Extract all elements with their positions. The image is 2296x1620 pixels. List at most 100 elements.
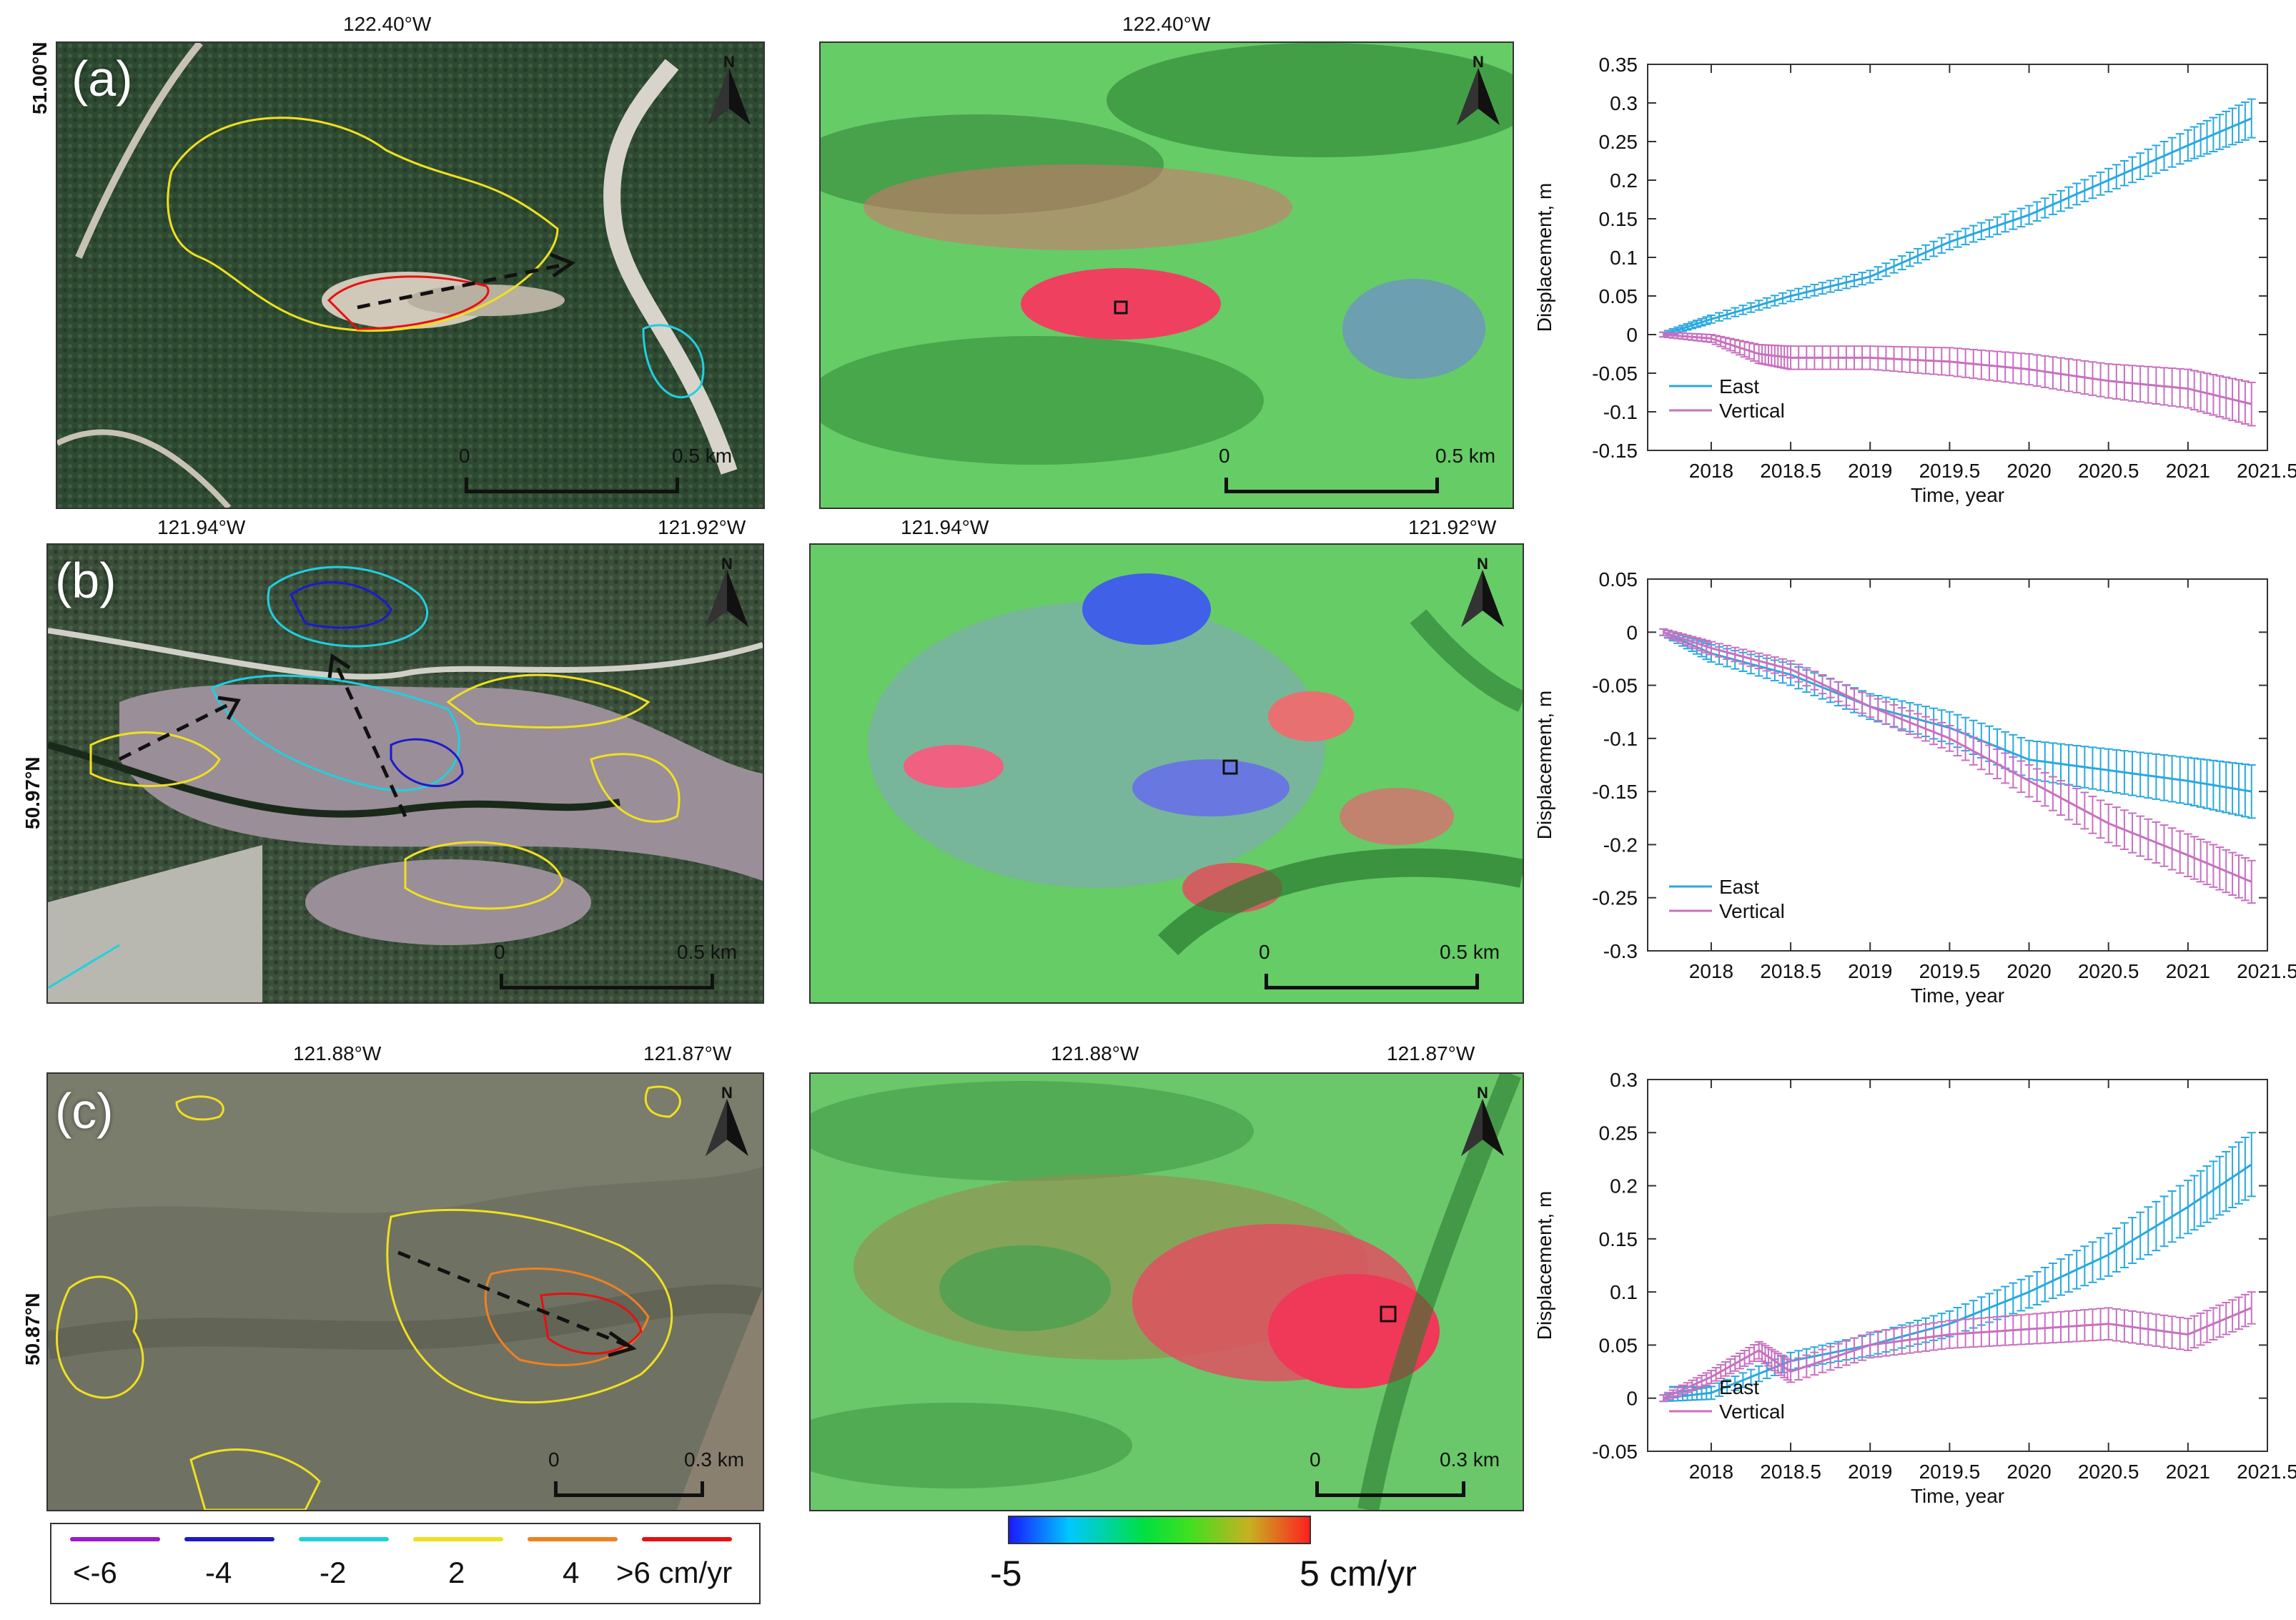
x-tick-label: 2018 [1689, 460, 1733, 482]
y-tick-label: -0.05 [1592, 362, 1638, 385]
contour-legend: <-6 -4 -2 2 4 >6 cm/yr [50, 1523, 761, 1604]
x-axis-label: Time, year [1911, 984, 2004, 1007]
x-tick-label: 2020 [2006, 1461, 2051, 1483]
row-c-optical-side-coord: 50.87°N [21, 1293, 44, 1366]
legend-line-3 [413, 1537, 503, 1541]
optical-imagery-b [48, 545, 763, 1002]
y-tick-label: -0.1 [1603, 401, 1638, 423]
legend-label-east: East [1719, 1376, 1759, 1398]
velocity-map-b [811, 545, 1523, 1002]
map-panel-c-optical: (c) N 0 0.3 km [46, 1072, 764, 1511]
north-arrow-icon: N [701, 53, 758, 129]
scale-dist-a-optical: 0.5 km [672, 445, 733, 467]
x-tick-label: 2019.5 [1919, 960, 1981, 982]
timeseries-chart-c: -0.05 0 0.05 0.1 0.15 0.2 0.25 0.3 2018 2018.5 201… [1533, 1069, 2296, 1507]
north-label: N [1473, 53, 1484, 71]
x-tick-label: 2020.5 [2078, 960, 2139, 982]
scale-dist-b-optical: 0.5 km [677, 941, 738, 963]
north-arrow-icon: N [1454, 1084, 1511, 1160]
x-tick-label: 2019 [1848, 460, 1892, 482]
legend-label-2: -2 [320, 1556, 347, 1589]
row-b-optical-top-coord-2: 121.92°W [658, 516, 746, 538]
y-tick-label: 0 [1626, 621, 1638, 643]
series-line-east [1663, 117, 2252, 336]
y-tick-label: 0.35 [1599, 54, 1638, 76]
scale-zero-b-velocity: 0 [1259, 941, 1270, 963]
x-tick-label: 2020.5 [2078, 460, 2139, 482]
legend-label-vertical: Vertical [1719, 1401, 1785, 1423]
north-label: N [721, 555, 733, 573]
north-label: N [1477, 1084, 1488, 1102]
legend-label-vertical: Vertical [1719, 900, 1785, 922]
x-tick-label: 2020.5 [2078, 1461, 2139, 1483]
series-line-vertical [1663, 1307, 2252, 1400]
y-tick-label: 0.3 [1610, 92, 1638, 114]
row-c-optical-top-coord-1: 121.88°W [293, 1042, 382, 1065]
y-tick-label: 0.05 [1599, 568, 1638, 591]
scale-zero-a-velocity: 0 [1219, 445, 1230, 467]
scale-zero-a-optical: 0 [459, 445, 470, 467]
timeseries-chart-a: -0.15 -0.1 -0.05 0 0.05 0.1 0.15 0.2 0.25 0.3 0.35… [1533, 54, 2296, 506]
row-b-velocity-top-coord-2: 121.92°W [1408, 516, 1497, 538]
y-tick-label: 0.05 [1599, 1334, 1638, 1356]
north-arrow-icon: N [698, 1084, 756, 1160]
x-tick-label: 2020 [2006, 460, 2051, 482]
north-label: N [723, 53, 735, 71]
colorbar-min-label: -5 [990, 1554, 1022, 1594]
legend-label-vertical: Vertical [1719, 400, 1785, 422]
scale-dist-c-optical: 0.3 km [684, 1448, 745, 1471]
y-tick-label: 0.3 [1610, 1069, 1638, 1091]
optical-imagery-c [48, 1074, 763, 1510]
y-tick-label: 0.1 [1610, 247, 1638, 269]
y-axis-label: Displacement, m [1533, 691, 1555, 840]
legend-label-east: East [1719, 876, 1759, 898]
x-tick-label: 2019 [1848, 960, 1892, 982]
plot-frame [1647, 1079, 2268, 1452]
y-tick-label: -0.05 [1592, 675, 1638, 697]
series-line-vertical [1663, 333, 2252, 405]
timeseries-chart-b: -0.3 -0.25 -0.2 -0.15 -0.1 -0.05 0 0.05 2018 2018… [1533, 568, 2296, 1007]
scale-bar-b-velocity [1265, 968, 1479, 989]
scale-bar-c-velocity [1315, 1476, 1465, 1497]
x-tick-label: 2021.5 [2237, 1461, 2296, 1483]
map-panel-c-velocity: N 0 0.3 km [809, 1072, 1524, 1511]
legend-line-5 [642, 1537, 732, 1541]
map-panel-a-velocity: N 0 0.5 km [819, 41, 1514, 509]
legend-line-0 [70, 1537, 160, 1541]
y-tick-label: 0.1 [1610, 1281, 1638, 1303]
y-tick-label: 0.05 [1599, 285, 1638, 307]
scale-dist-a-velocity: 0.5 km [1435, 445, 1496, 467]
row-c-velocity-top-coord-1: 121.88°W [1051, 1042, 1139, 1065]
y-tick-label: -0.3 [1603, 940, 1638, 962]
x-tick-label: 2021.5 [2237, 960, 2296, 982]
y-axis-label: Displacement, m [1533, 1191, 1555, 1340]
legend-line-4 [528, 1537, 618, 1541]
y-tick-label: -0.15 [1592, 440, 1638, 462]
optical-imagery-a [57, 43, 763, 508]
y-axis-label: Displacement, m [1533, 183, 1555, 332]
x-tick-label: 2018.5 [1760, 460, 1821, 482]
scale-zero-b-optical: 0 [494, 941, 505, 963]
x-tick-label: 2019.5 [1919, 460, 1981, 482]
x-tick-label: 2021 [2166, 1461, 2210, 1483]
scale-bar-a-optical [465, 472, 679, 493]
x-axis-label: Time, year [1911, 1485, 2004, 1507]
x-tick-label: 2020 [2006, 960, 2051, 982]
panel-label-c: (c) [55, 1083, 114, 1139]
x-tick-label: 2019 [1848, 1461, 1892, 1483]
velocity-map-a [821, 43, 1513, 508]
x-tick-label: 2018 [1689, 960, 1733, 982]
x-tick-label: 2018.5 [1760, 960, 1821, 982]
legend-label-east: East [1719, 375, 1759, 397]
legend-label-1: -4 [205, 1556, 232, 1589]
y-tick-label: -0.05 [1592, 1441, 1638, 1463]
row-a-velocity-top-coord-1: 122.40°W [1122, 13, 1211, 35]
north-arrow-icon: N [698, 555, 756, 631]
scale-bar-a-velocity [1224, 472, 1439, 493]
x-tick-label: 2018.5 [1760, 1461, 1821, 1483]
row-c-velocity-top-coord-2: 121.87°W [1387, 1042, 1475, 1065]
row-b-optical-side-coord: 50.97°N [21, 756, 44, 830]
legend-line-2 [299, 1537, 389, 1541]
x-tick-label: 2021 [2166, 460, 2210, 482]
north-label: N [721, 1084, 733, 1102]
